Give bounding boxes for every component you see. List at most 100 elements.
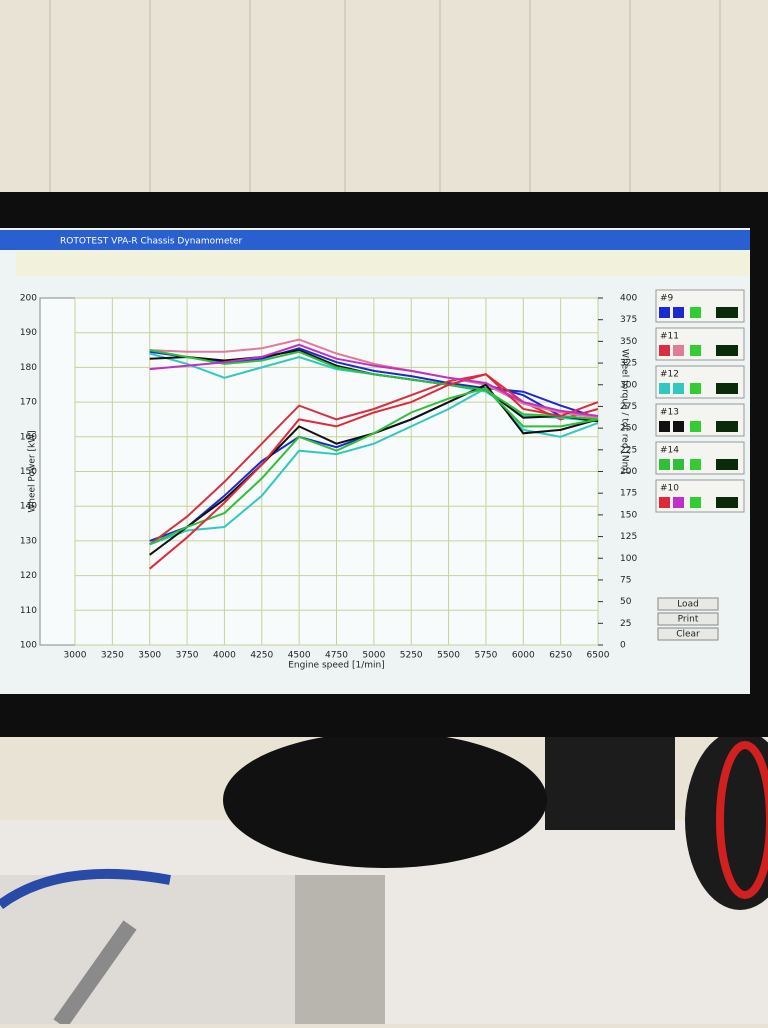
legend-swatch	[673, 383, 684, 394]
y2-tick-label: 375	[620, 315, 637, 325]
box	[0, 875, 295, 1024]
legend-swatch	[659, 497, 670, 508]
y-tick-label: 190	[20, 328, 37, 338]
y2-tick-label: 25	[620, 619, 631, 629]
legend-swatch	[673, 497, 684, 508]
wrench	[53, 920, 137, 1028]
headphones-ring	[716, 741, 768, 899]
y2-tick-label: 0	[620, 641, 626, 651]
y-tick-label: 180	[20, 363, 37, 373]
legend-label: #13	[660, 408, 679, 418]
power-line	[149, 387, 599, 546]
x-tick-label: 4750	[325, 651, 348, 661]
legend-swatch	[673, 459, 684, 470]
y2-axis-label: Wheel torque / tot red [Nm]	[620, 349, 630, 474]
y2-tick-label: 225	[620, 445, 637, 455]
legend-toggle[interactable]	[690, 459, 701, 470]
power-line	[149, 373, 599, 570]
y2-tick-label: 400	[620, 294, 637, 304]
torque-line	[149, 343, 599, 417]
x-tick-label: 6250	[549, 651, 572, 661]
legend-button[interactable]	[716, 421, 738, 432]
device	[545, 735, 675, 830]
legend-button[interactable]	[716, 345, 738, 356]
button[interactable]	[657, 612, 719, 626]
legend-button[interactable]	[716, 497, 738, 508]
torque-line	[149, 349, 599, 421]
legend-swatch	[659, 421, 670, 432]
legend-label: #9	[660, 294, 674, 304]
cable	[0, 868, 171, 910]
y2-tick-label: 200	[620, 467, 637, 477]
y2-tick-label: 275	[620, 402, 637, 412]
legend-swatch	[659, 307, 670, 318]
y-tick-label: 150	[20, 467, 37, 477]
legend-label: #11	[660, 332, 679, 342]
x-tick-label: 5500	[437, 651, 460, 661]
legend-swatch	[659, 345, 670, 356]
legend-swatch	[673, 307, 684, 318]
x-tick-label: 3500	[138, 651, 161, 661]
y2-tick-label: 350	[620, 337, 637, 347]
x-tick-label: 4250	[250, 651, 273, 661]
y-tick-label: 200	[20, 294, 37, 304]
y-axis-label: Wheel Power [kW]	[28, 430, 38, 512]
toolbar	[16, 252, 750, 276]
y-tick-label: 140	[20, 502, 37, 512]
y-tick-label: 160	[20, 432, 37, 442]
x-axis-label: Engine speed [1/min]	[288, 661, 385, 671]
legend-button[interactable]	[716, 307, 738, 318]
legend-toggle[interactable]	[690, 497, 701, 508]
title-bar	[0, 230, 750, 250]
y2-tick-label: 100	[620, 554, 637, 564]
legend-swatch	[673, 421, 684, 432]
legend-toggle[interactable]	[690, 383, 701, 394]
legend-toggle[interactable]	[690, 421, 701, 432]
window-title: ROTOTEST VPA-R Chassis Dynamometer	[60, 237, 243, 247]
legend: #9 #11 #12 #13 #14 #10	[655, 289, 745, 513]
button[interactable]	[657, 627, 719, 641]
x-tick-label: 3750	[176, 651, 199, 661]
legend-toggle[interactable]	[690, 345, 701, 356]
button[interactable]	[657, 597, 719, 611]
y-tick-label: 100	[20, 641, 37, 651]
legend-swatch	[673, 345, 684, 356]
y-tick-label: 170	[20, 398, 37, 408]
y2-tick-label: 175	[620, 489, 637, 499]
legend-toggle[interactable]	[690, 307, 701, 318]
x-tick-label: 4500	[288, 651, 311, 661]
torque-line	[149, 338, 599, 419]
y-tick-label: 110	[20, 606, 37, 616]
button-label[interactable]: Clear	[676, 630, 700, 640]
y2-tick-label: 300	[620, 380, 637, 390]
box-side	[295, 875, 385, 1024]
legend-swatch	[659, 459, 670, 470]
button-label[interactable]: Load	[677, 600, 699, 610]
headphones	[685, 730, 768, 910]
wall-panels	[49, 0, 721, 200]
y2-tick-label: 125	[620, 532, 637, 542]
y-tick-label: 130	[20, 536, 37, 546]
buttons: Load Print Clear	[657, 597, 719, 641]
legend-swatch	[659, 383, 670, 394]
button-label[interactable]: Print	[678, 615, 699, 625]
legend-button[interactable]	[716, 459, 738, 470]
x-tick-label: 5250	[400, 651, 423, 661]
x-tick-label: 6500	[587, 651, 610, 661]
legend-label: #12	[660, 370, 679, 380]
x-tick-label: 4000	[213, 651, 236, 661]
x-tick-label: 3000	[64, 651, 87, 661]
legend-label: #10	[660, 484, 679, 494]
legend-button[interactable]	[716, 383, 738, 394]
x-tick-label: 3250	[101, 651, 124, 661]
x-tick-label: 6000	[512, 651, 535, 661]
y2-tick-label: 150	[620, 510, 637, 520]
x-tick-label: 5000	[362, 651, 385, 661]
x-tick-label: 5750	[474, 651, 497, 661]
y-tick-label: 120	[20, 571, 37, 581]
y2-tick-label: 250	[620, 424, 637, 434]
monitor-base	[223, 732, 547, 868]
y2-tick-label: 50	[620, 597, 632, 607]
